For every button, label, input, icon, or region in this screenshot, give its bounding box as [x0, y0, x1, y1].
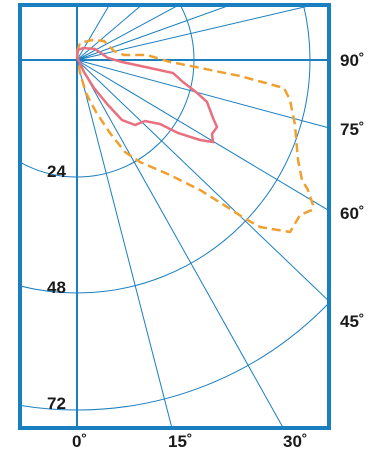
- radial-line: [76, 5, 232, 61]
- frame-border: [18, 3, 331, 430]
- radial-line: [76, 59, 284, 428]
- bottom-label-30: 30˚: [283, 432, 308, 451]
- angle-label-90: 90˚: [340, 51, 365, 70]
- radius-label-72: 72: [47, 394, 66, 413]
- radial-line: [76, 5, 110, 61]
- bottom-label-15: 15˚: [168, 432, 193, 451]
- range-arc: [20, 5, 311, 294]
- radius-label-48: 48: [47, 278, 66, 297]
- inner-region-outline: [75, 46, 219, 144]
- radial-line: [76, 59, 173, 428]
- radial-line: [76, 59, 329, 212]
- angle-label-60: 60˚: [340, 204, 365, 223]
- outer-region-outline: [75, 38, 315, 234]
- angle-label-75: 75˚: [340, 120, 365, 139]
- range-arc: [20, 302, 329, 411]
- radial-line: [76, 59, 329, 129]
- bottom-label-0: 0˚: [72, 432, 87, 451]
- radius-label-24: 24: [47, 162, 66, 181]
- radial-line: [76, 5, 143, 61]
- angle-label-45: 45˚: [340, 312, 365, 331]
- radial-line: [76, 5, 316, 61]
- radial-line: [76, 5, 180, 61]
- radial-line: [76, 59, 329, 302]
